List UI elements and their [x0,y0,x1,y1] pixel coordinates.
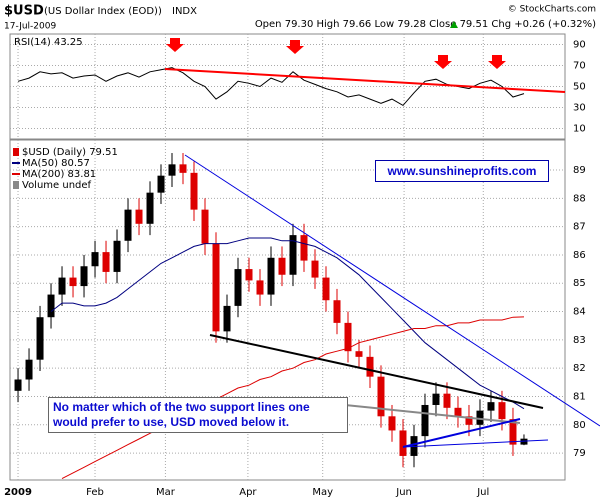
candle-body [168,164,176,176]
x-tick-label: Mar [156,487,176,498]
candle-body [91,252,99,267]
y-tick-label: 88 [573,193,586,204]
plot-layer: 10 30 50 70 90 RSI(14) 43.25 79 80 81 82 83 84 85 86 8… [4,34,586,498]
candle-body [333,300,341,323]
candle-body [36,317,44,360]
candle-body [146,192,154,224]
y-tick-label: 89 [573,165,586,176]
index-name: (US Dollar Index (EOD)) [44,6,162,17]
candle-body [311,260,319,278]
candle-body [454,407,462,417]
y-tick-label: 81 [573,391,586,402]
candle-body [157,175,165,193]
candle-body [278,257,286,275]
candle-body [432,393,440,405]
y-tick-label: 80 [573,420,586,431]
y-tick-label: 85 [573,278,586,289]
candle-body [267,257,275,295]
x-tick-label: Jun [395,487,412,498]
arrows [166,38,506,69]
legend-text: MA(50) 80.57 [22,158,90,169]
symbol: $USD [4,4,44,19]
candle-body [289,235,297,275]
exchange: INDX [172,6,197,17]
candle-body [421,404,429,437]
candle-body [355,351,363,357]
candle-body [300,235,308,261]
quote: Open 79.30 High 79.66 Low 79.28 Close 79… [255,19,596,30]
date: 17-Jul-2009 [4,22,56,32]
candle-body [113,240,121,272]
candle-body [509,419,517,445]
candle-body [124,209,132,241]
y-tick-label: 86 [573,250,586,261]
legend-text: Volume undef [22,180,92,191]
series-line [50,237,525,410]
y-tick-label: 87 [573,222,586,233]
legend-text: RSI(14) 43.25 [14,37,83,48]
legend-text: MA(200) 83.81 [22,169,96,180]
y-tick-label: 30 [573,103,586,114]
series-line [17,67,525,107]
y-tick-label: 79 [573,448,586,459]
y-tick-label: 90 [573,40,586,51]
x-tick-label: Feb [86,487,104,498]
website-box: www.sunshineprofits.com [375,160,549,182]
candle-body [366,356,374,377]
candle-body [476,410,484,425]
candle-body [223,305,231,332]
copyright: © StockCharts.com [508,5,596,15]
candle-body [47,294,55,318]
candle-body [256,280,264,295]
support-line [209,334,544,409]
y-tick-label: 84 [573,307,586,318]
resistance-line [184,154,600,427]
candle-body [69,277,77,287]
candle-body [234,269,242,306]
legend-icon [13,148,19,156]
rsi-trendline [164,68,566,93]
support-line-blue [402,418,521,448]
y-tick-label: 83 [573,335,586,346]
candle-body [465,416,473,425]
candle-body [135,209,143,224]
legend-text: $USD (Daily) 79.51 [22,147,118,158]
candle-body [201,209,209,244]
support-line-thin [402,439,549,448]
x-tick-label: Apr [239,487,257,498]
note-box: No matter which of the two support lines… [48,397,348,433]
candle-body [14,379,22,391]
candle-body [399,430,407,456]
y-tick-label: 82 [573,363,586,374]
candle-body [58,277,66,295]
candle-body [179,164,187,173]
y-tick-label: 70 [573,61,586,72]
y-tick-label: 10 [573,124,586,135]
candle-body [443,393,451,408]
candle-body [388,416,396,431]
x-tick-label: Jul [476,487,489,498]
candle-body [377,376,385,417]
x-tick-label: May [312,487,333,498]
legend-icon [13,181,19,189]
candle-body [102,252,110,272]
x-tick-label: 2009 [4,487,32,498]
candle-body [487,402,495,411]
candle-body [25,359,33,380]
y-tick-label: 50 [573,82,586,93]
candle-body [245,269,253,281]
candle-body [498,402,506,420]
support-line-gray [344,404,521,424]
candle-body [344,322,352,352]
candle-body [322,277,330,301]
up-arrow [450,21,458,28]
candle-body [190,172,198,210]
candle-body [212,243,220,332]
candle-body [80,266,88,287]
price-frame [9,139,566,481]
